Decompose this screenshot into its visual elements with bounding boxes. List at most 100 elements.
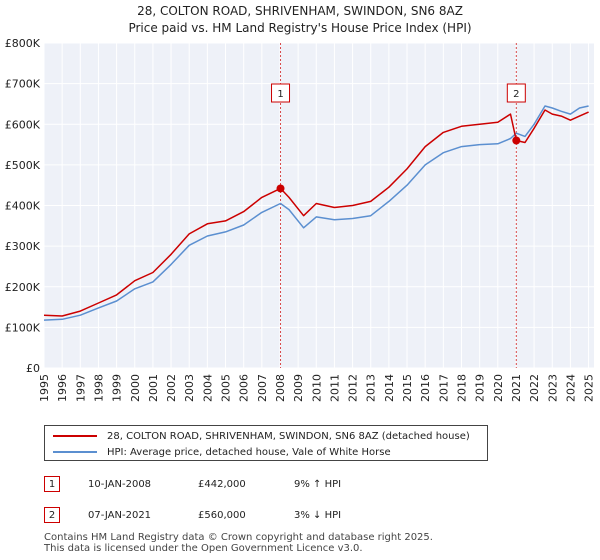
x-tick: 2000 (129, 374, 142, 402)
x-tick-label: 2011 (328, 374, 341, 402)
x-tick: 1995 (38, 374, 51, 402)
x-tick-label: 2023 (546, 374, 559, 402)
sale-price: £560,000 (198, 509, 246, 521)
grid (43, 42, 594, 369)
x-tick-label: 1997 (74, 374, 87, 402)
x-tick: 2006 (238, 374, 251, 402)
x-tick: 2024 (564, 374, 577, 402)
legend-label-hpi: HPI: Average price, detached house, Vale… (107, 446, 391, 458)
footer: Contains HM Land Registry data © Crown c… (44, 532, 584, 554)
x-tick-label: 2010 (310, 374, 323, 402)
x-tick-label: 2025 (583, 374, 596, 402)
x-tick-label: 2012 (347, 374, 360, 402)
sale-price: £442,000 (198, 478, 246, 490)
series-line (43, 105, 589, 321)
x-tick-label: 2003 (183, 374, 196, 402)
legend-swatch-hpi (53, 451, 97, 453)
sale-row: 2 07-JAN-2021 £560,000 3% ↓ HPI (44, 505, 464, 525)
sale-badge: 1 (44, 476, 60, 492)
x-tick: 2004 (201, 374, 214, 402)
x-tick-label: 2000 (129, 374, 142, 402)
x-tick: 2016 (419, 374, 432, 402)
footer-copyright: Contains HM Land Registry data © Crown c… (44, 532, 433, 543)
x-tick-label: 1996 (56, 374, 69, 402)
x-tick: 2022 (528, 374, 541, 402)
y-tick-label: £700K (5, 78, 41, 91)
x-tick-label: 2009 (292, 374, 305, 402)
x-tick: 2013 (365, 374, 378, 402)
y-axis: £0 £100K £200K £300K £400K £500K £600K £700K £80… (5, 37, 41, 375)
x-tick: 2007 (256, 374, 269, 402)
sale-marker-box (271, 83, 291, 103)
x-tick-label: 2020 (492, 374, 505, 402)
x-axis: 1995 1996 1997 1998 1999 2000 2001 2002 2003 2004… (38, 374, 596, 402)
sale-date: 10-JAN-2008 (88, 478, 152, 490)
series (43, 105, 589, 321)
y-tick-label: £0 (26, 362, 40, 375)
sale-row: 1 10-JAN-2008 £442,000 9% ↑ HPI (44, 474, 464, 494)
x-tick: 1999 (111, 374, 124, 402)
x-tick: 2001 (147, 374, 160, 402)
x-tick: 1996 (56, 374, 69, 402)
series-line (43, 109, 589, 317)
x-tick-label: 2017 (437, 374, 450, 402)
y-tick-label: £500K (5, 159, 41, 172)
y-tick-label: £100K (5, 321, 41, 334)
chart-subtitle: Price paid vs. HM Land Registry's House … (128, 21, 471, 35)
x-tick: 1997 (74, 374, 87, 402)
x-tick: 2020 (492, 374, 505, 402)
x-tick: 2008 (274, 374, 287, 402)
y-tick-label: £300K (5, 240, 41, 253)
y-tick-label: £800K (5, 37, 41, 50)
x-tick: 2018 (455, 374, 468, 402)
x-tick: 2017 (437, 374, 450, 402)
price-chart: 28, COLTON ROAD, SHRIVENHAM, SWINDON, SN… (5, 4, 596, 402)
legend-item-property: 28, COLTON ROAD, SHRIVENHAM, SWINDON, SN… (53, 428, 470, 444)
legend-item-hpi: HPI: Average price, detached house, Vale… (53, 444, 391, 460)
x-tick-label: 2019 (474, 374, 487, 402)
sale-point (276, 184, 285, 193)
sale-marker-label: 1 (277, 89, 283, 100)
x-tick-label: 2005 (220, 374, 233, 402)
legend-label-property: 28, COLTON ROAD, SHRIVENHAM, SWINDON, SN… (107, 430, 470, 442)
x-tick: 1998 (92, 374, 105, 402)
sale-marker-box (506, 83, 526, 103)
y-tick-label: £400K (5, 200, 41, 213)
x-tick: 2015 (401, 374, 414, 402)
x-tick-label: 2015 (401, 374, 414, 402)
sale-hpi-change: 9% ↑ HPI (294, 478, 342, 490)
x-tick-label: 2013 (365, 374, 378, 402)
x-tick-label: 1999 (111, 374, 124, 402)
x-tick: 2025 (583, 374, 596, 402)
x-tick-label: 2016 (419, 374, 432, 402)
footer-licence: This data is licensed under the Open Gov… (44, 543, 363, 554)
chart-title: 28, COLTON ROAD, SHRIVENHAM, SWINDON, SN… (137, 4, 463, 18)
x-tick: 2003 (183, 374, 196, 402)
x-tick: 2009 (292, 374, 305, 402)
x-tick: 2010 (310, 374, 323, 402)
x-tick: 2002 (165, 374, 178, 402)
x-tick-label: 2001 (147, 374, 160, 402)
sale-point (512, 136, 521, 145)
x-tick: 2023 (546, 374, 559, 402)
x-tick-label: 1998 (92, 374, 105, 402)
sale-marker-label: 2 (513, 89, 519, 100)
sale-date: 07-JAN-2021 (88, 509, 152, 521)
x-tick-label: 2022 (528, 374, 541, 402)
x-tick-label: 2007 (256, 374, 269, 402)
x-tick-label: 2002 (165, 374, 178, 402)
x-tick-label: 2008 (274, 374, 287, 402)
x-tick: 2012 (347, 374, 360, 402)
x-tick: 2021 (510, 374, 523, 402)
x-tick-label: 2018 (455, 374, 468, 402)
sale-points (276, 136, 521, 193)
x-tick: 2019 (474, 374, 487, 402)
x-tick: 2014 (383, 374, 396, 402)
x-tick-label: 2024 (564, 374, 577, 402)
sale-hpi-change: 3% ↓ HPI (294, 509, 342, 521)
sale-badge: 2 (44, 507, 60, 523)
x-tick: 2011 (328, 374, 341, 402)
legend: 28, COLTON ROAD, SHRIVENHAM, SWINDON, SN… (44, 425, 488, 461)
y-tick-label: £600K (5, 118, 41, 131)
